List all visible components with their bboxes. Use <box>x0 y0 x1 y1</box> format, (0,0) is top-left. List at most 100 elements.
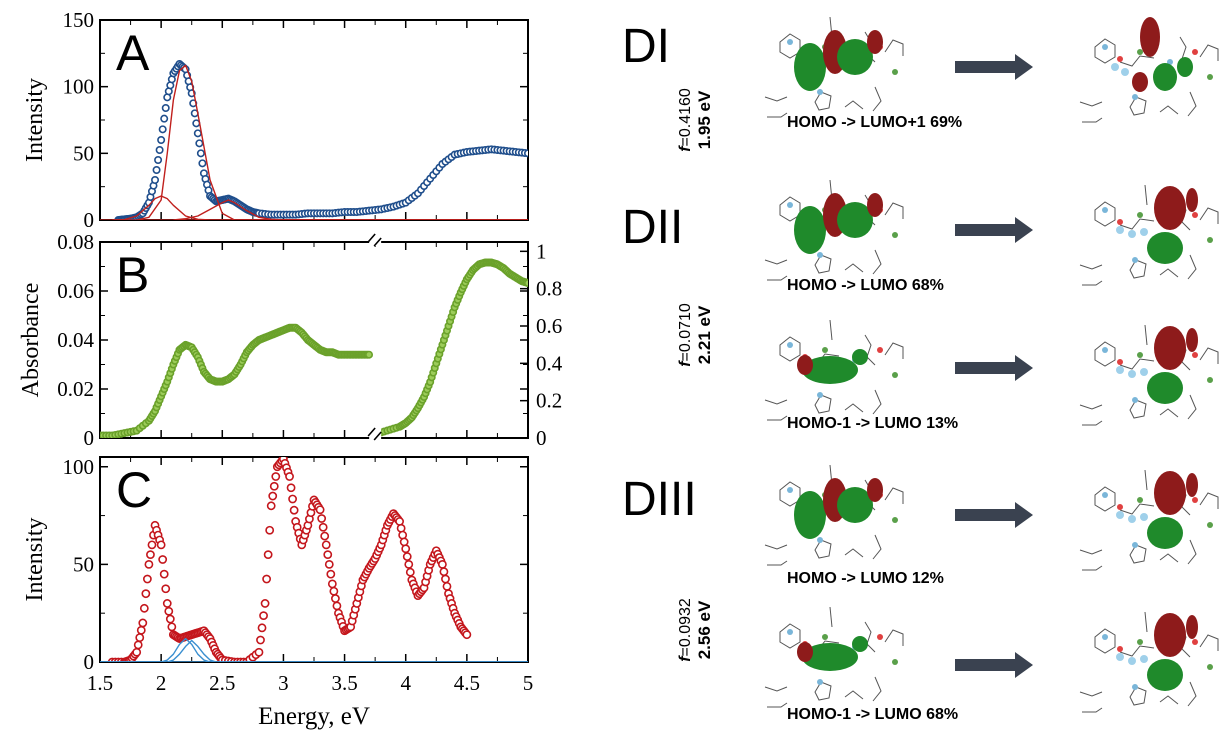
atom <box>1102 207 1108 213</box>
bond-wire <box>1094 38 1116 64</box>
orbital-illustration <box>764 179 904 281</box>
orbital-illustration <box>1079 184 1219 286</box>
bond-wire <box>1129 399 1147 419</box>
x-tick-label: 2.5 <box>209 671 235 695</box>
bond-wire <box>1129 544 1147 564</box>
transition-label: DI <box>622 20 670 73</box>
bond-wire <box>1129 686 1147 706</box>
data-point <box>165 614 175 624</box>
bond-wire <box>872 534 882 560</box>
bond-wire <box>884 487 904 504</box>
bond-wire <box>814 254 832 274</box>
atom <box>1207 522 1213 528</box>
data-point <box>462 630 472 640</box>
x-tick-label: 2 <box>156 671 167 695</box>
bond-wire <box>1159 695 1179 705</box>
bond-wire <box>884 629 904 646</box>
oscillator-strength: f=0.4160 1.95 eV <box>677 88 714 152</box>
f-number: =0.0710 <box>677 303 694 361</box>
atom <box>1167 59 1173 65</box>
atom <box>1117 219 1123 225</box>
transition-label: DIII <box>622 473 697 526</box>
bond-wire <box>864 334 876 366</box>
orbital-lobe-red <box>1154 613 1186 657</box>
x-tick-label: 5 <box>523 671 534 695</box>
atom <box>822 634 828 640</box>
atom <box>1128 657 1136 665</box>
data-point <box>260 599 270 608</box>
data-point <box>164 606 174 616</box>
bond-wire <box>1079 549 1103 555</box>
data-point <box>318 522 328 532</box>
data-point <box>288 494 297 504</box>
bond-wire <box>767 112 788 118</box>
data-point <box>162 599 172 608</box>
data-point <box>159 569 169 579</box>
orbital-lobe-green <box>794 491 826 539</box>
data-point <box>263 550 273 560</box>
panel-a: 0 50 100 150 Intensity A <box>22 8 529 232</box>
panel-letter: A <box>116 25 150 81</box>
atom <box>1132 542 1138 548</box>
bond-wire <box>1144 611 1148 633</box>
bond-wire <box>779 336 801 362</box>
orbital-lobe-red <box>867 30 883 54</box>
bond-wire <box>764 259 788 265</box>
data-point <box>254 647 264 657</box>
orbital-lobe-red <box>1154 186 1186 230</box>
x-axis-label: Energy, eV <box>258 703 370 730</box>
f-symbol: f <box>677 360 694 367</box>
atom <box>1207 74 1213 80</box>
f-symbol: f <box>677 145 694 152</box>
bond-wire <box>844 690 864 700</box>
orbital-lobe-green <box>802 643 858 671</box>
y-tick-label: 0.08 <box>57 230 94 254</box>
data-point <box>259 611 268 621</box>
atom <box>817 679 823 685</box>
orbital-lobe-red <box>867 193 883 217</box>
bond-wire <box>1119 218 1155 230</box>
bond-wire <box>1119 503 1155 515</box>
bond-wire <box>1119 55 1155 67</box>
orbital-lobe-red <box>797 642 813 662</box>
data-point <box>320 531 330 541</box>
transition-arrow <box>955 217 1033 243</box>
data-point <box>402 552 412 561</box>
bond-wire <box>844 100 864 110</box>
data-point <box>266 501 276 511</box>
orbital-illustration <box>764 464 904 566</box>
orbital-lobe-green <box>1147 659 1183 691</box>
data-point <box>524 279 528 288</box>
y-axis-label: Absorbance <box>18 283 44 398</box>
data-point <box>321 540 331 550</box>
y-axis-label: Intensity <box>22 78 48 162</box>
data-point <box>139 603 149 613</box>
atom <box>1117 359 1123 365</box>
atom <box>787 39 793 45</box>
data-point <box>286 483 296 493</box>
bond-wire <box>1187 539 1197 565</box>
bond-wire <box>1187 91 1197 117</box>
orbital-lobe-red <box>867 478 883 502</box>
bond-wire <box>1159 553 1179 563</box>
atom <box>1137 212 1143 218</box>
transition-group-di: DIf=0.4160 1.95 eV HOMO -> LUMO+1 69% <box>622 16 1219 152</box>
bond-wire <box>1079 264 1103 270</box>
bond-wire <box>829 606 833 628</box>
data-point <box>154 156 163 165</box>
transition-group-dii: DII f=0.0710 2.21 eV HOMO -> LUMO 68% HOMO-1… <box>622 179 1219 432</box>
f-value: f=0.0710 <box>677 303 694 367</box>
data-point <box>158 555 168 564</box>
data-point <box>161 584 171 594</box>
atom <box>1121 68 1129 76</box>
data-point <box>405 567 415 577</box>
orbital-lobe-green <box>794 206 826 254</box>
bond-wire <box>764 686 788 692</box>
atom <box>817 392 823 398</box>
atom <box>1111 63 1119 71</box>
transition-group-diii: DIII f=0.0932 2.56 eV HOMO -> LUMO 12% HOMO-… <box>622 464 1219 723</box>
bond-wire <box>884 202 904 219</box>
atom <box>817 89 823 95</box>
y2-tick-label: 0.4 <box>536 351 563 375</box>
y-tick-label: 100 <box>63 455 95 479</box>
